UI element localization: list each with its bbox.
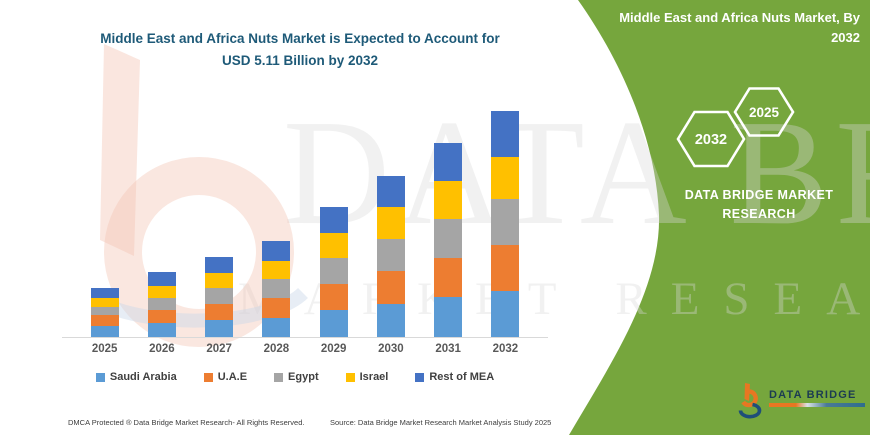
x-label-2026: 2026 (149, 343, 175, 355)
segment-2030-egypt (376, 239, 405, 272)
segment-2029-u-a-e (319, 283, 348, 310)
hexagon-2025-label: 2025 (749, 105, 780, 120)
segment-2030-u-a-e (376, 271, 405, 305)
segment-2028-rest-of-mea (262, 241, 291, 261)
dbmr-logo-text: DATA BRIDGE (769, 389, 857, 401)
segment-2032-rest-of-mea (491, 111, 520, 157)
x-axis-labels: 2025 2026 2027 2028 2029 2030 2031 2032 (62, 343, 548, 355)
x-label-2031: 2031 (435, 343, 461, 355)
legend-label: Israel (359, 371, 389, 383)
segment-2030-rest-of-mea (376, 176, 405, 208)
segment-2032-u-a-e (491, 245, 520, 291)
segment-2027-egypt (205, 287, 234, 304)
x-label-2027: 2027 (206, 343, 232, 355)
bar-2032 (491, 111, 520, 337)
dbmr-logo-b-icon (738, 383, 762, 419)
legend-swatch-icon (415, 372, 425, 382)
side-panel-title-line2: 2032 (831, 30, 860, 46)
bar-2031 (434, 142, 463, 337)
legend-item-u-a-e: U.A.E (203, 371, 248, 383)
bar-2025 (90, 287, 119, 337)
legend-swatch-icon (345, 372, 355, 382)
segment-2030-saudi-arabia (376, 304, 405, 337)
brand-name: DATA BRIDGE MARKET RESEARCH (640, 186, 870, 225)
segment-2028-u-a-e (262, 297, 291, 318)
bar-2026 (147, 272, 176, 337)
segment-2025-u-a-e (90, 315, 119, 326)
segment-2028-israel (262, 260, 291, 280)
chart-title-line2: USD 5.11 Billion by 2032 (221, 52, 379, 68)
segment-2031-saudi-arabia (434, 297, 463, 337)
stacked-bar-plot (62, 97, 548, 338)
segment-2026-israel (147, 285, 176, 298)
side-panel-title: Middle East and Africa Nuts Market, By 2… (592, 8, 860, 48)
bar-2030 (376, 176, 405, 337)
x-label-2032: 2032 (492, 343, 519, 355)
chart-title-line1: Middle East and Africa Nuts Market is Ex… (100, 31, 500, 46)
legend-label: Saudi Arabia (109, 371, 177, 383)
segment-2026-rest-of-mea (147, 272, 176, 286)
segment-2028-egypt (262, 279, 291, 298)
legend-swatch-icon (95, 372, 105, 382)
brand-line2: RESEARCH (722, 207, 796, 222)
segment-2025-saudi-arabia (90, 325, 119, 337)
chart-legend: Saudi Arabia U.A.E Egypt Israel Rest of MEA (30, 371, 560, 383)
legend-label: Rest of MEA (429, 371, 495, 383)
x-label-2025: 2025 (91, 343, 118, 355)
legend-swatch-icon (203, 372, 213, 382)
segment-2029-saudi-arabia (319, 310, 348, 337)
segment-2028-saudi-arabia (262, 317, 291, 337)
segment-2032-egypt (491, 198, 520, 246)
segment-2025-egypt (90, 306, 119, 316)
segment-2031-egypt (434, 219, 463, 258)
segment-2029-rest-of-mea (319, 207, 348, 234)
side-panel-title-line1: Middle East and Africa Nuts Market, By (619, 10, 860, 25)
brand-line1: DATA BRIDGE MARKET (684, 188, 834, 202)
segment-2029-egypt (319, 257, 348, 284)
segment-2031-rest-of-mea (434, 142, 463, 182)
segment-2027-israel (205, 272, 234, 288)
dbmr-logo-tagline-strip (769, 403, 865, 407)
segment-2031-israel (434, 181, 463, 220)
x-label-2028: 2028 (263, 343, 290, 355)
legend-label: Egypt (288, 371, 319, 383)
segment-2027-saudi-arabia (205, 320, 234, 337)
legend-item-saudi-arabia: Saudi Arabia (95, 371, 177, 383)
segment-2032-israel (491, 156, 520, 199)
segment-2025-israel (90, 298, 119, 307)
x-label-2030: 2030 (378, 343, 404, 355)
segment-2026-saudi-arabia (147, 323, 176, 337)
legend-item-israel: Israel (345, 371, 389, 383)
legend-swatch-icon (274, 372, 284, 382)
segment-2030-israel (376, 207, 405, 240)
legend-item-rest-of-mea: Rest of MEA (415, 371, 494, 383)
segment-2029-israel (319, 233, 348, 258)
segment-2027-u-a-e (205, 303, 234, 321)
segment-2031-u-a-e (434, 257, 463, 298)
legend-item-egypt: Egypt (274, 371, 319, 383)
segment-2032-saudi-arabia (491, 290, 520, 337)
bar-2029 (319, 207, 348, 337)
segment-2025-rest-of-mea (90, 287, 119, 299)
segment-2026-u-a-e (147, 310, 176, 324)
legend-label: U.A.E (217, 371, 248, 383)
source-note: Source: Data Bridge Market Research Mark… (330, 418, 552, 427)
hexagon-2032-label: 2032 (695, 132, 727, 148)
bar-2028 (262, 241, 291, 337)
dmca-notice: DMCA Protected ® Data Bridge Market Rese… (68, 418, 305, 427)
segment-2027-rest-of-mea (205, 257, 234, 273)
bar-2027 (205, 257, 234, 337)
hexagon-badges: 2032 2025 (676, 87, 795, 168)
dbmr-logo: DATA BRIDGE (737, 382, 865, 420)
x-label-2029: 2029 (320, 343, 347, 355)
segment-2026-egypt (147, 297, 176, 311)
chart-title: Middle East and Africa Nuts Market is Ex… (68, 28, 532, 71)
